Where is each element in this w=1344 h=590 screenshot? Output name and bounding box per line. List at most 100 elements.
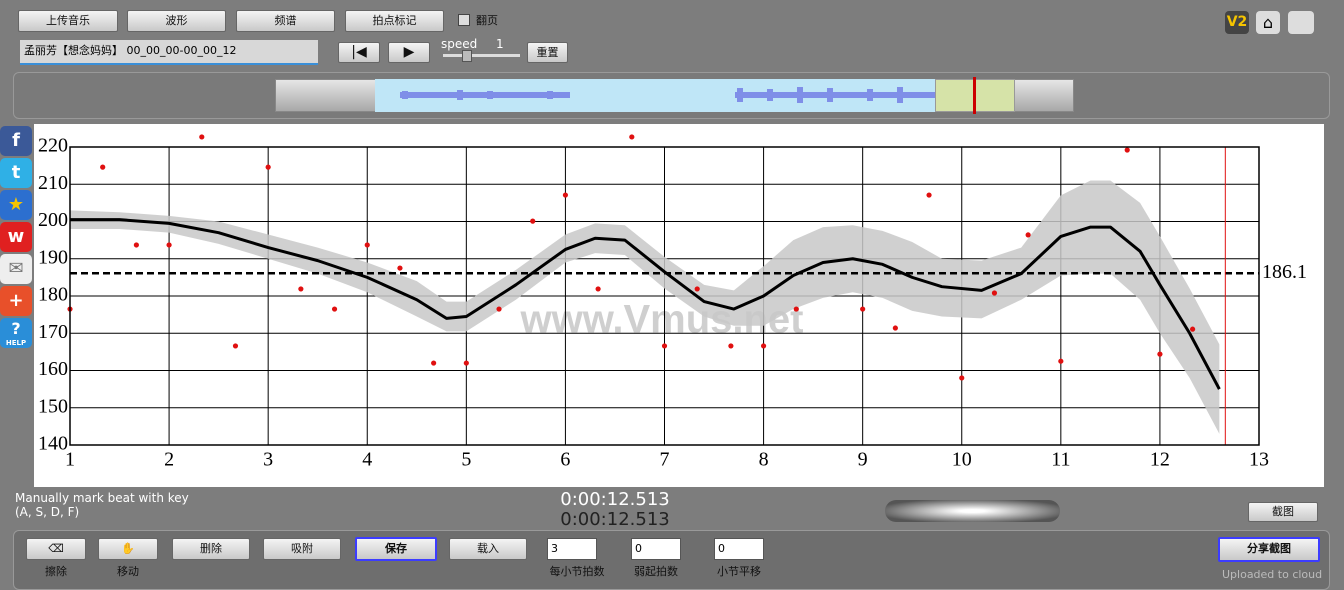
y-tick-label: 210 bbox=[38, 172, 68, 194]
save-button[interactable]: 保存 bbox=[355, 537, 437, 561]
zoom-knob[interactable] bbox=[885, 500, 1060, 522]
speed-label: speed bbox=[441, 37, 478, 51]
beat-point bbox=[298, 286, 304, 292]
version-icon[interactable]: V2 bbox=[1225, 11, 1249, 34]
play-button[interactable]: ▶ bbox=[388, 42, 430, 63]
beat-point bbox=[926, 192, 932, 198]
hint: Manually mark beat with key (A, S, D, F) bbox=[15, 491, 189, 519]
page-flip-label: 翻页 bbox=[476, 14, 498, 27]
window-icon[interactable] bbox=[1288, 11, 1314, 34]
erase-tool[interactable]: ⌫ bbox=[26, 538, 86, 560]
facebook-icon[interactable]: f bbox=[0, 126, 32, 156]
speed-slider[interactable] bbox=[443, 54, 520, 57]
mean-label: 186.1 bbox=[1262, 261, 1307, 283]
favorite-icon[interactable]: ★ bbox=[0, 190, 32, 220]
spinner[interactable]: 0 bbox=[714, 538, 764, 560]
beat-point bbox=[661, 343, 668, 349]
add-icon[interactable]: + bbox=[0, 286, 32, 316]
beat-point bbox=[463, 360, 469, 366]
x-tick-label: 6 bbox=[560, 449, 570, 471]
beat-point bbox=[793, 306, 799, 312]
beat-point bbox=[166, 242, 172, 248]
x-tick-label: 5 bbox=[461, 449, 471, 471]
beat-point bbox=[1025, 232, 1031, 238]
beat-point bbox=[728, 343, 734, 349]
plot-frame bbox=[69, 146, 1260, 446]
confidence-band bbox=[70, 180, 1220, 434]
y-tick-label: 200 bbox=[38, 209, 68, 231]
beat-point bbox=[860, 306, 866, 312]
speed-thumb[interactable] bbox=[462, 50, 472, 62]
beat-point bbox=[562, 192, 569, 198]
beat-point bbox=[331, 306, 338, 312]
x-tick-label: 7 bbox=[660, 449, 670, 471]
prev-button[interactable]: |◀ bbox=[338, 42, 380, 63]
total-time: 0:00:12.513 bbox=[560, 509, 670, 530]
x-tick-label: 11 bbox=[1051, 449, 1070, 471]
x-tick-label: 10 bbox=[952, 449, 972, 471]
beat-point bbox=[1157, 351, 1163, 357]
y-tick-label: 160 bbox=[38, 358, 68, 380]
beat-point bbox=[1058, 358, 1064, 364]
x-tick-label: 1 bbox=[65, 449, 75, 471]
screenshot-button[interactable]: 截图 bbox=[1248, 502, 1318, 522]
beat-point bbox=[991, 290, 998, 296]
twitter-icon[interactable]: t bbox=[0, 158, 32, 188]
beat-point bbox=[397, 265, 403, 271]
x-tick-label: 12 bbox=[1150, 449, 1170, 471]
beat-point bbox=[1190, 326, 1196, 332]
share-button[interactable]: 分享截图 bbox=[1218, 537, 1320, 562]
x-tick-label: 4 bbox=[362, 449, 372, 471]
weibo-icon[interactable]: w bbox=[0, 222, 32, 252]
y-tick-label: 220 bbox=[38, 135, 68, 157]
hint-line: (A, S, D, F) bbox=[15, 505, 80, 519]
mail-icon[interactable]: ✉ bbox=[0, 254, 32, 284]
status-text: Uploaded to cloud bbox=[1222, 568, 1323, 581]
page-flip-checkbox[interactable] bbox=[458, 14, 470, 26]
y-tick-label: 150 bbox=[38, 395, 68, 417]
delete-button[interactable]: 删除 bbox=[172, 538, 250, 560]
reset-button[interactable]: 重置 bbox=[527, 42, 568, 63]
spinner-label: 每小节拍数 bbox=[549, 565, 605, 578]
load-button[interactable]: 载入 bbox=[449, 538, 527, 560]
spectrum-button[interactable]: 频谱 bbox=[236, 10, 335, 32]
current-time: 0:00:12.513 bbox=[560, 489, 670, 510]
help-label: HELP bbox=[5, 339, 27, 347]
beat-point bbox=[959, 375, 965, 381]
tool-label: 擦除 bbox=[45, 565, 67, 578]
beat-point bbox=[364, 242, 370, 248]
y-tick-label: 180 bbox=[38, 284, 68, 306]
x-tick-label: 9 bbox=[858, 449, 868, 471]
speed-value: 1 bbox=[496, 37, 504, 51]
x-tick-label: 13 bbox=[1249, 449, 1269, 471]
waveform-button[interactable]: 波形 bbox=[127, 10, 226, 32]
beat-point bbox=[496, 306, 502, 312]
beat-point bbox=[100, 164, 106, 170]
move-tool[interactable]: ✋ bbox=[98, 538, 158, 560]
beat-mark-button[interactable]: 拍点标记 bbox=[345, 10, 444, 32]
time-display: 0:00:12.513 0:00:12.513 bbox=[540, 490, 690, 530]
trend-line bbox=[70, 218, 1221, 390]
x-tick-label: 8 bbox=[759, 449, 769, 471]
spinner-label: 弱起拍数 bbox=[634, 565, 678, 578]
song-input[interactable]: 孟丽芳【想念妈妈】 00_00_00-00_00_12 bbox=[20, 40, 318, 65]
beat-point bbox=[1124, 147, 1130, 153]
spinner[interactable]: 0 bbox=[631, 538, 681, 560]
y-tick-label: 190 bbox=[38, 246, 68, 268]
beat-point bbox=[199, 134, 205, 140]
snap-button[interactable]: 吸附 bbox=[263, 538, 341, 560]
tool-label: 移动 bbox=[117, 565, 139, 578]
help-icon[interactable]: ? HELP bbox=[0, 318, 32, 348]
beat-point bbox=[431, 360, 437, 366]
beat-point bbox=[232, 343, 239, 349]
beat-point bbox=[595, 286, 601, 292]
beat-point bbox=[892, 325, 898, 331]
spinner[interactable]: 3 bbox=[547, 538, 597, 560]
upload-button[interactable]: 上传音乐 bbox=[18, 10, 118, 32]
hint-line: Manually mark beat with key bbox=[15, 491, 189, 505]
x-tick-label: 2 bbox=[164, 449, 174, 471]
home-icon[interactable]: ⌂ bbox=[1256, 11, 1280, 34]
y-tick-label: 140 bbox=[38, 433, 68, 455]
